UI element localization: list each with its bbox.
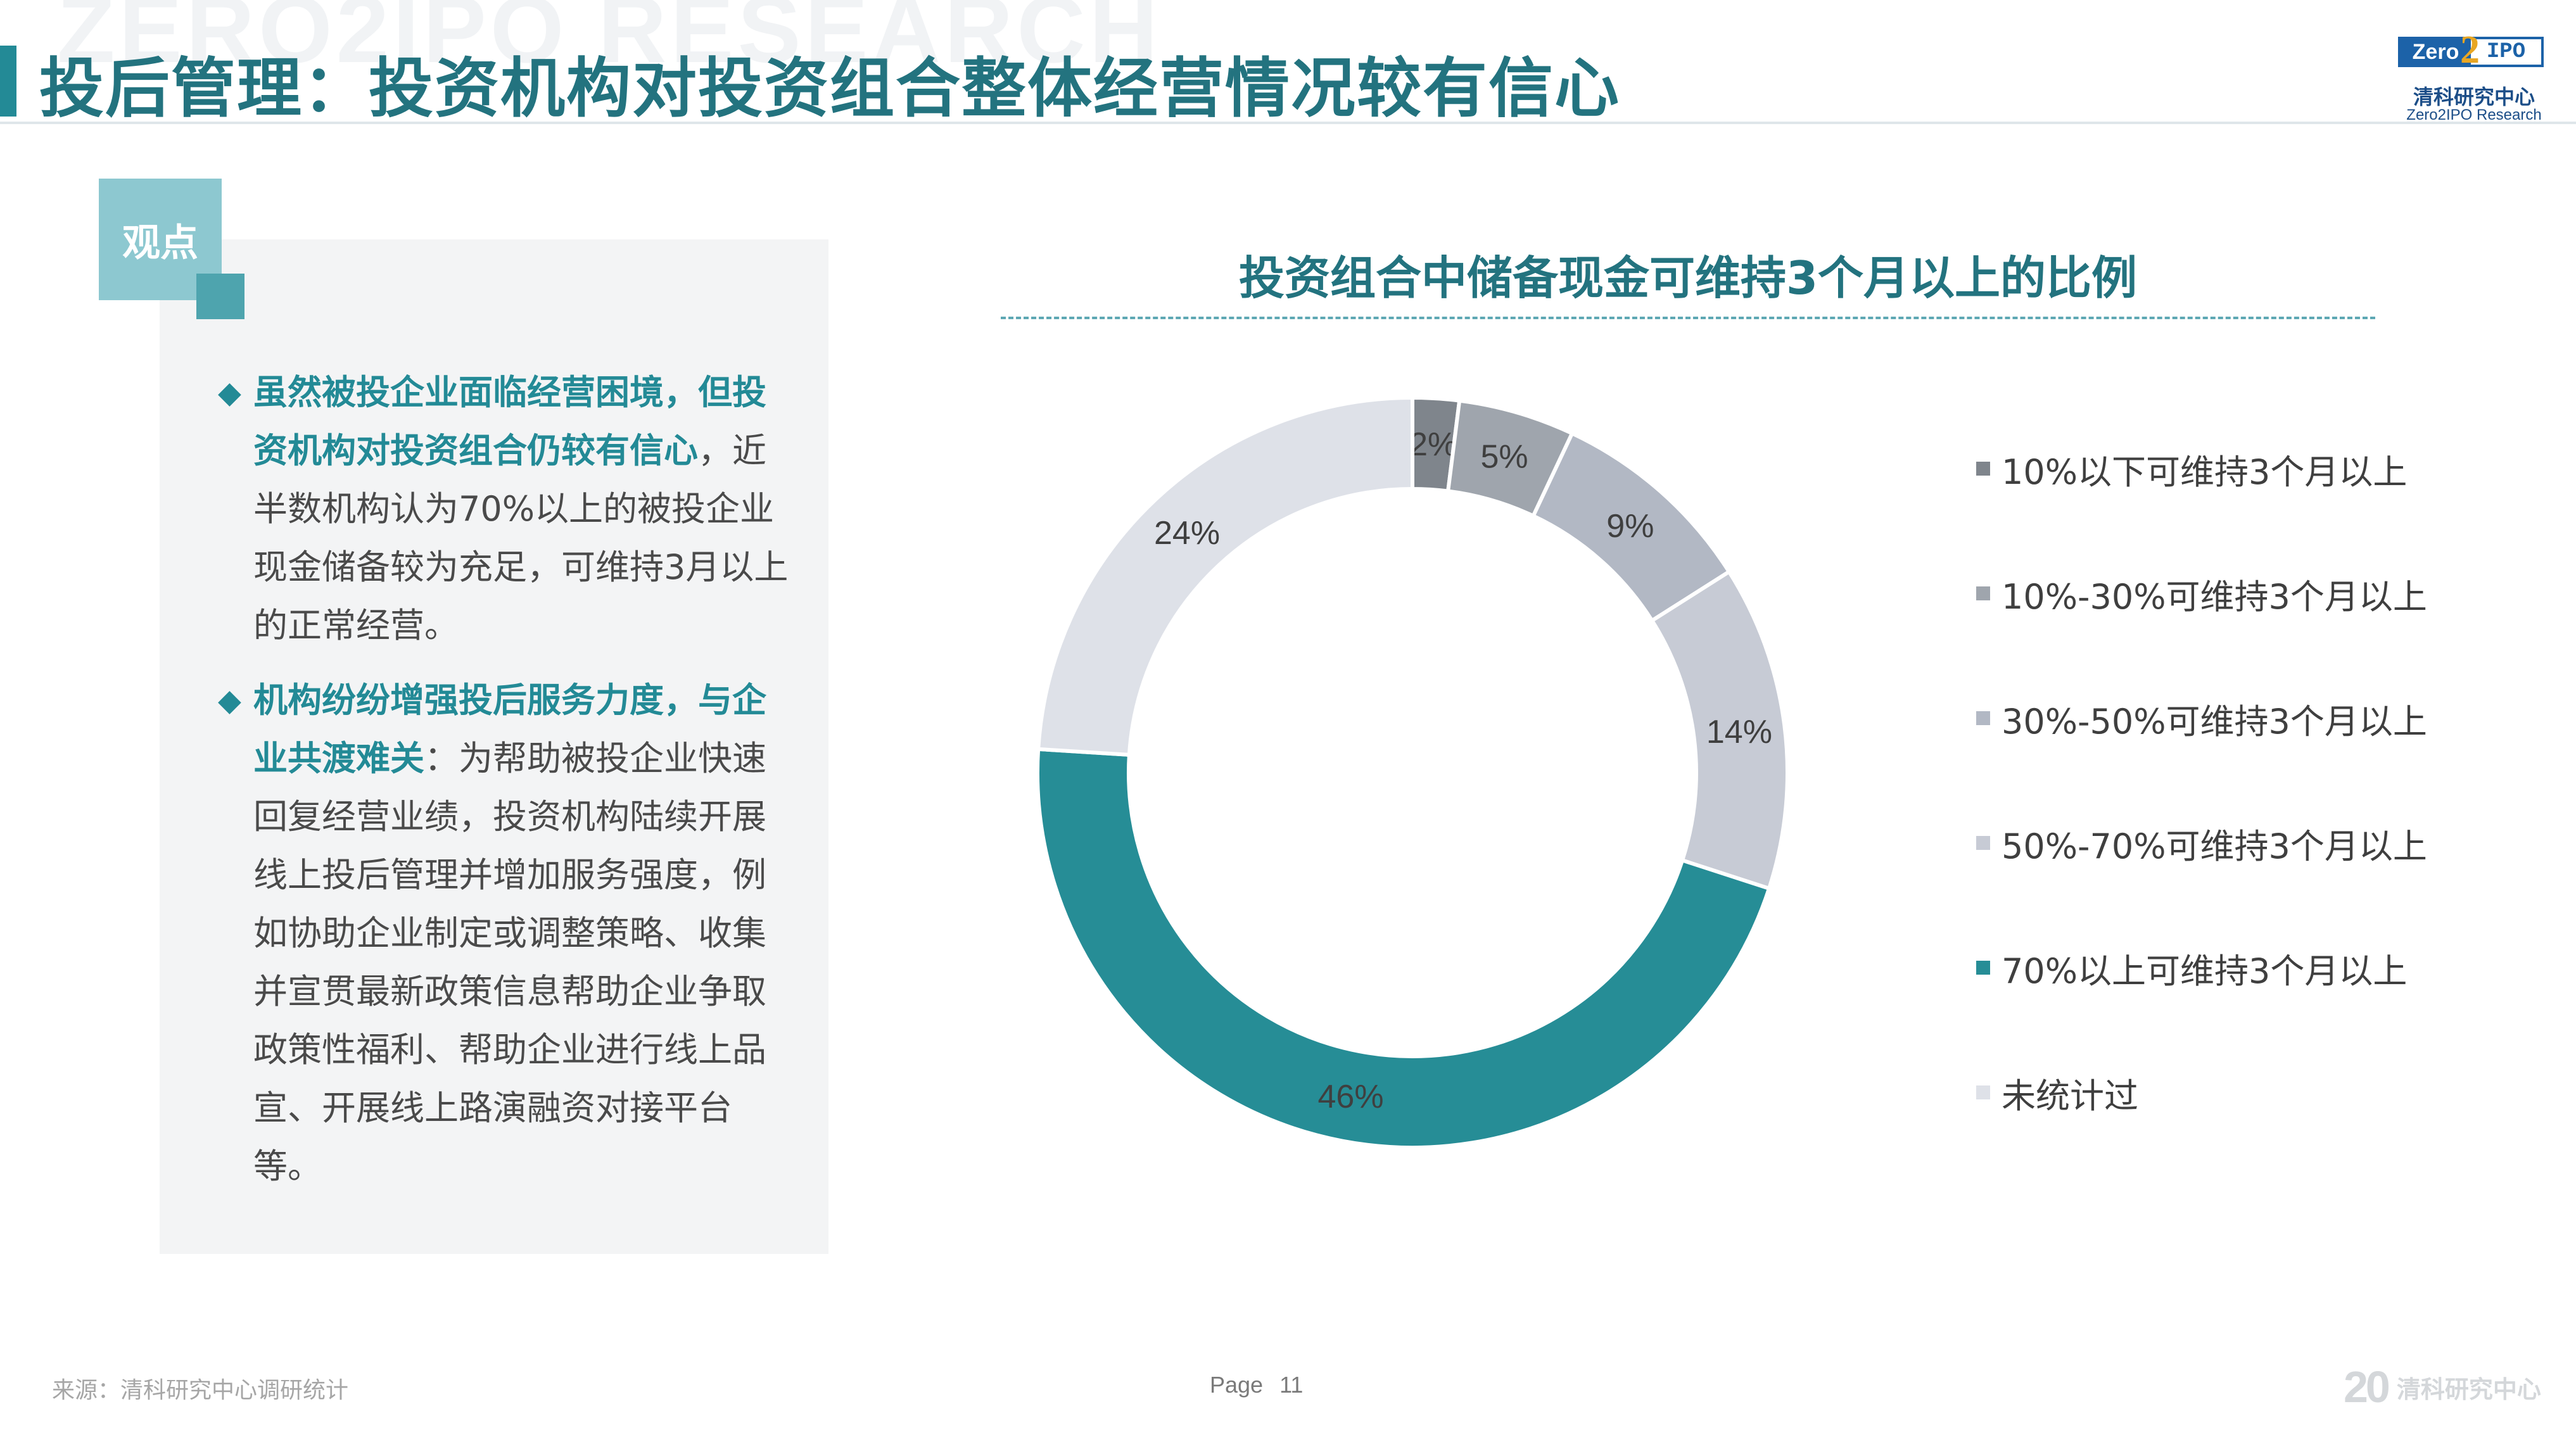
slice-value-label: 24%: [1154, 515, 1220, 552]
donut-slice: [1036, 395, 1414, 757]
page-number-value: 11: [1279, 1372, 1304, 1398]
diamond-bullet-icon: ◆: [218, 683, 241, 718]
bullet-2-highlight: 机构纷纷增强投后服务力度，与企业共渡难关: [253, 680, 766, 778]
legend-item: 30%-50%可维持3个月以上: [1976, 693, 2427, 743]
logo-wordmark-box: Zero IPO: [2398, 37, 2544, 67]
chart-title: 投资组合中储备现金可维持3个月以上的比例: [1238, 251, 2138, 305]
diamond-bullet-icon: ◆: [218, 375, 241, 410]
donut-slice: [1036, 747, 1772, 1150]
footer-logo-20: 20: [2344, 1362, 2390, 1412]
logo-zero-text: Zero: [2401, 39, 2471, 65]
slice-value-label: 46%: [1318, 1079, 1384, 1115]
logo-ipo-text: IPO: [2486, 40, 2526, 64]
source-note: 来源：清科研究中心调研统计: [52, 1377, 349, 1403]
page-number: Page 11: [1210, 1372, 1303, 1398]
legend-item: 10%以下可维持3个月以上: [1976, 443, 2407, 494]
footer-logo-name: 清科研究中心: [2396, 1375, 2541, 1403]
legend-label: 30%-50%可维持3个月以上: [2002, 701, 2427, 742]
viewpoint-tag-accent: [196, 274, 244, 319]
legend-item: 10%-30%可维持3个月以上: [1976, 568, 2427, 619]
background-watermark: ZERO2IPO RESEARCH: [57, 0, 1162, 82]
page-title: 投后管理：投资机构对投资组合整体经营情况较有信心: [39, 51, 1620, 127]
logo-chinese-name: 清科研究中心: [2413, 85, 2535, 109]
legend-swatch: [1976, 836, 1990, 850]
footer-logo: 20 清科研究中心: [2344, 1362, 2541, 1412]
slice-value-label: 9%: [1606, 508, 1654, 545]
logo-two-glyph: 2: [2460, 28, 2480, 72]
slice-value-label: 2%: [1409, 426, 1457, 463]
slice-value-label: 5%: [1480, 439, 1528, 476]
legend-item: 未统计过: [1976, 1067, 2138, 1118]
bullet-1-text: ，近半数机构认为70%以上的被投企业现金储备较为充足，可维持3月以上的正常经营。: [253, 431, 789, 645]
slice-value-label: 14%: [1706, 714, 1772, 750]
legend-swatch: [1976, 586, 1990, 600]
legend-label: 10%以下可维持3个月以上: [2002, 452, 2408, 492]
legend-label: 70%以上可维持3个月以上: [2002, 951, 2408, 991]
logo-english-name: Zero2IPO Research: [2406, 106, 2542, 123]
bullet-1-highlight: 虽然被投企业面临经营困境，但投资机构对投资组合仍较有信心: [253, 372, 766, 471]
title-accent-bar: [0, 46, 16, 117]
header-divider: [0, 122, 2576, 124]
donut-chart: 2% 5% 9% 14% 46% 24%: [1036, 395, 1789, 1150]
legend-swatch: [1976, 711, 1990, 725]
viewpoint-tag: 观点: [99, 179, 222, 300]
bullet-2-text: ：为帮助被投企业快速回复经营业绩，投资机构陆续开展线上投后管理并增加服务强度，例…: [253, 738, 766, 1186]
legend-swatch: [1976, 1085, 1990, 1099]
legend-label: 10%-30%可维持3个月以上: [2002, 576, 2427, 617]
legend-label: 未统计过: [2002, 1075, 2138, 1116]
legend-swatch: [1976, 961, 1990, 975]
zero2ipo-logo: Zero IPO 2 清科研究中心 Zero2IPO Research: [2398, 28, 2550, 125]
page-label: Page: [1210, 1372, 1264, 1398]
legend-item: 70%以上可维持3个月以上: [1976, 942, 2407, 993]
viewpoint-bullet-1: ◆ 虽然被投企业面临经营困境，但投资机构对投资组合仍较有信心，近半数机构认为70%…: [218, 364, 798, 655]
viewpoint-bullet-2: ◆ 机构纷纷增强投后服务力度，与企业共渡难关：为帮助被投企业快速回复经营业绩，投资…: [218, 671, 798, 1196]
viewpoint-panel: [160, 239, 828, 1254]
legend-item: 50%-70%可维持3个月以上: [1976, 818, 2427, 868]
chart-title-rule: [1001, 317, 2375, 319]
legend-label: 50%-70%可维持3个月以上: [2002, 826, 2427, 866]
legend-swatch: [1976, 462, 1990, 476]
